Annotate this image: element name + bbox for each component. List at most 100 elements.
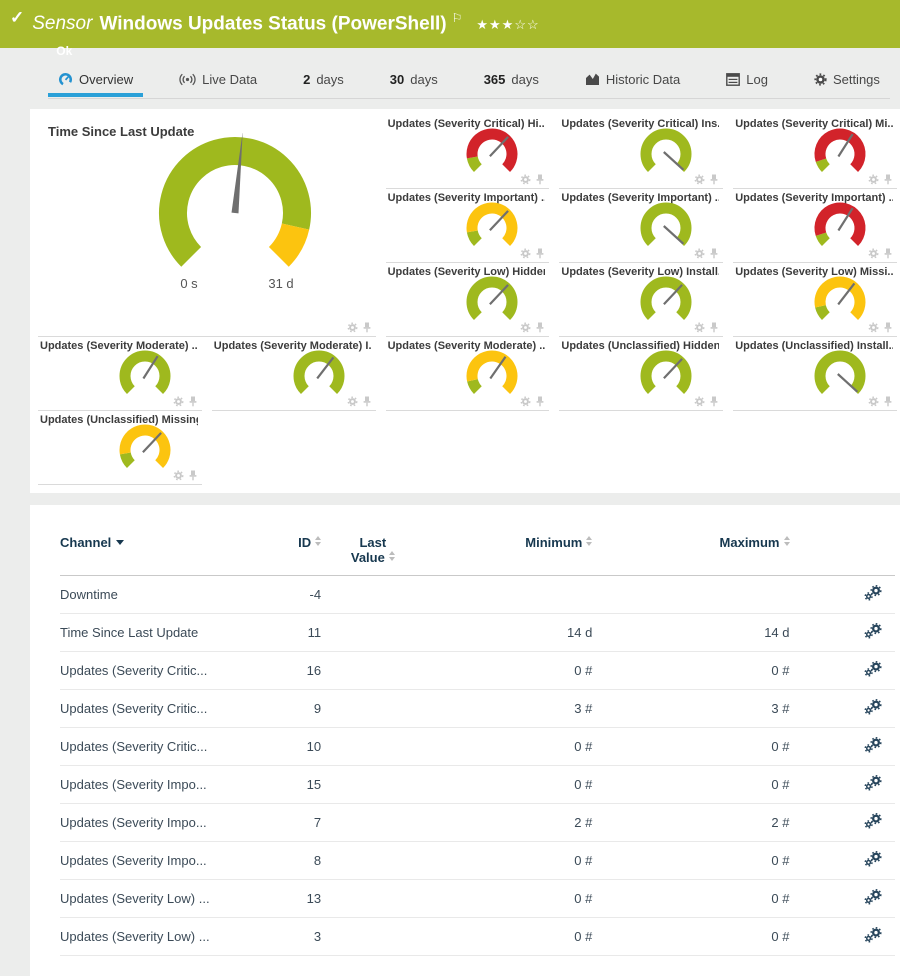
main-gauge-tile[interactable]: Time Since Last Update 0 s31 d	[38, 115, 376, 337]
channel-settings-icon[interactable]	[864, 813, 883, 829]
channel-settings-icon[interactable]	[864, 775, 883, 791]
gear-icon[interactable]	[347, 322, 358, 333]
pin-icon[interactable]	[362, 396, 372, 407]
pin-icon[interactable]	[535, 174, 545, 185]
cell-minimum: 3 #	[425, 690, 593, 728]
channel-gauge-tile[interactable]: Updates (Unclassified) Install...	[733, 337, 897, 411]
gear-icon[interactable]	[694, 322, 705, 333]
channel-table-row[interactable]: Updates (Severity Impo...150 #0 #	[60, 766, 895, 804]
pin-icon[interactable]	[188, 470, 198, 481]
channel-gauge-tile[interactable]: Updates (Severity Moderate) ...	[386, 337, 550, 411]
gear-icon[interactable]	[347, 396, 358, 407]
tab-log[interactable]: Log	[716, 72, 778, 95]
pin-icon[interactable]	[709, 322, 719, 333]
channel-gauge-tile[interactable]: Updates (Severity Important) ...	[733, 189, 897, 263]
channel-table-row[interactable]: Updates (Severity Impo...80 #0 #	[60, 842, 895, 880]
gear-icon[interactable]	[520, 174, 531, 185]
channel-gauge-tile[interactable]: Updates (Severity Critical) Ins...	[559, 115, 723, 189]
cell-channel[interactable]: Updates (Severity Low) ...	[60, 918, 242, 956]
channel-gauge-chart	[461, 275, 523, 323]
channel-gauge-tile[interactable]: Updates (Unclassified) Missing	[38, 411, 202, 485]
channel-settings-icon[interactable]	[864, 661, 883, 677]
cell-channel[interactable]: Updates (Severity Critic...	[60, 652, 242, 690]
channel-gauge-chart	[461, 201, 523, 249]
gear-icon[interactable]	[694, 248, 705, 259]
gear-icon[interactable]	[868, 396, 879, 407]
channel-settings-icon[interactable]	[864, 623, 883, 639]
pin-icon[interactable]	[883, 174, 893, 185]
gear-icon[interactable]	[520, 322, 531, 333]
tab-overview[interactable]: Overview	[48, 72, 143, 95]
channel-gauge-tile[interactable]: Updates (Severity Low) Hidden	[386, 263, 550, 337]
channel-table-row[interactable]: Updates (Severity Low) ...30 #0 #	[60, 918, 895, 956]
pin-icon[interactable]	[535, 322, 545, 333]
cell-channel[interactable]: Updates (Severity Impo...	[60, 804, 242, 842]
channel-settings-icon[interactable]	[864, 889, 883, 905]
pin-icon[interactable]	[883, 248, 893, 259]
pin-icon[interactable]	[188, 396, 198, 407]
column-header-maximum[interactable]: Maximum	[592, 535, 789, 576]
channel-table-row[interactable]: Updates (Severity Critic...160 #0 #	[60, 652, 895, 690]
tile-action-icons	[694, 396, 719, 407]
channel-gauge-tile[interactable]: Updates (Severity Low) Install...	[559, 263, 723, 337]
channel-table-row[interactable]: Updates (Severity Impo...72 #2 #	[60, 804, 895, 842]
gear-icon[interactable]	[694, 396, 705, 407]
flag-icon[interactable]: ⚐	[452, 11, 463, 25]
channel-settings-icon[interactable]	[864, 737, 883, 753]
cell-channel[interactable]: Updates (Severity Critic...	[60, 690, 242, 728]
pin-icon[interactable]	[535, 396, 545, 407]
channel-gauge-tile[interactable]: Updates (Severity Critical) Hi...	[386, 115, 550, 189]
pin-icon[interactable]	[709, 396, 719, 407]
pin-icon[interactable]	[883, 322, 893, 333]
cell-channel[interactable]: Updates (Severity Impo...	[60, 766, 242, 804]
sensor-kind-label: Sensor	[32, 13, 92, 34]
channel-gauge-tile[interactable]: Updates (Severity Moderate) ...	[38, 337, 202, 411]
channel-gauge-tile[interactable]: Updates (Severity Low) Missi...	[733, 263, 897, 337]
tab-2-days[interactable]: 2 days	[293, 72, 354, 95]
channel-table-row[interactable]: Updates (Severity Low) ...130 #0 #	[60, 880, 895, 918]
column-header-minimum[interactable]: Minimum	[425, 535, 593, 576]
gear-icon[interactable]	[173, 396, 184, 407]
tab-365-days[interactable]: 365 days	[474, 72, 549, 95]
channel-gauge-tile[interactable]: Updates (Severity Important) ...	[386, 189, 550, 263]
column-header-id[interactable]: ID	[242, 535, 321, 576]
tab-30-days[interactable]: 30 days	[380, 72, 448, 95]
gear-icon[interactable]	[520, 396, 531, 407]
cell-channel[interactable]: Downtime	[60, 576, 242, 614]
gear-icon[interactable]	[868, 174, 879, 185]
gear-icon[interactable]	[520, 248, 531, 259]
gear-icon[interactable]	[694, 174, 705, 185]
channel-table-panel: Channel ID Last Value Minimum Maximum Do…	[30, 505, 900, 976]
pin-icon[interactable]	[709, 248, 719, 259]
gear-icon[interactable]	[868, 248, 879, 259]
cell-channel[interactable]: Updates (Severity Low) ...	[60, 880, 242, 918]
channel-settings-icon[interactable]	[864, 851, 883, 867]
channel-gauge-tile[interactable]: Updates (Severity Moderate) I...	[212, 337, 376, 411]
tab-settings[interactable]: Settings	[804, 72, 890, 95]
column-header-channel[interactable]: Channel	[60, 535, 242, 576]
channel-table-row[interactable]: Downtime-4	[60, 576, 895, 614]
gear-icon[interactable]	[868, 322, 879, 333]
tab-historic-data[interactable]: Historic Data	[575, 72, 690, 95]
channel-gauge-tile[interactable]: Updates (Severity Important) ...	[559, 189, 723, 263]
channel-gauge-tile[interactable]: Updates (Severity Critical) Mi...	[733, 115, 897, 189]
channel-table-row[interactable]: Updates (Severity Critic...93 #3 #	[60, 690, 895, 728]
pin-icon[interactable]	[709, 174, 719, 185]
channel-settings-icon[interactable]	[864, 927, 883, 943]
cell-channel[interactable]: Time Since Last Update	[60, 614, 242, 652]
channel-table-row[interactable]: Updates (Severity Critic...100 #0 #	[60, 728, 895, 766]
channel-gauge-tile[interactable]: Updates (Unclassified) Hidden	[559, 337, 723, 411]
channel-table-row[interactable]: Time Since Last Update1114 d14 d	[60, 614, 895, 652]
gear-icon[interactable]	[173, 470, 184, 481]
column-header-actions	[790, 535, 896, 576]
priority-stars[interactable]: ★★★☆☆	[476, 17, 539, 32]
cell-channel[interactable]: Updates (Severity Impo...	[60, 842, 242, 880]
cell-channel[interactable]: Updates (Severity Critic...	[60, 728, 242, 766]
tab-live-data[interactable]: Live Data	[169, 72, 267, 95]
column-header-last-value[interactable]: Last Value	[321, 535, 425, 576]
channel-settings-icon[interactable]	[864, 585, 883, 601]
pin-icon[interactable]	[883, 396, 893, 407]
pin-icon[interactable]	[362, 322, 372, 333]
pin-icon[interactable]	[535, 248, 545, 259]
channel-settings-icon[interactable]	[864, 699, 883, 715]
